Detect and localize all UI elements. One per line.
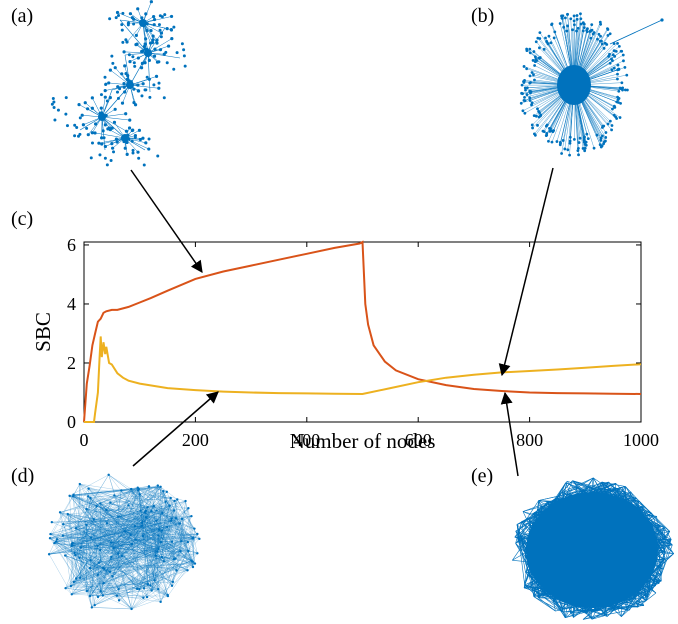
network-star-graph-b	[519, 12, 664, 157]
series-line-2	[84, 336, 642, 423]
arrow-b-to-yellow-curve	[498, 167, 554, 377]
x-axis-label: Number of nodes	[290, 429, 436, 453]
series-layer	[83, 240, 642, 423]
network-random-graph-d	[47, 473, 201, 611]
panel-label-d: (d)	[11, 465, 35, 487]
y-tick-label: 6	[67, 235, 76, 255]
annotation-arrows	[130, 167, 554, 477]
axis-ticks: 0 200 400 600 800 1000 0 2 4 6	[67, 235, 659, 450]
x-tick-label: 200	[182, 430, 209, 450]
network-tree-graph-a	[50, 0, 187, 167]
panel-label-b: (b)	[471, 5, 495, 27]
panel-label-e: (e)	[471, 465, 494, 487]
x-tick-label: 600	[405, 430, 432, 450]
x-tick-label: 400	[293, 430, 320, 450]
arrow-d-to-yellow-curve	[132, 391, 219, 467]
sbc-line-chart: 0 200 400 600 800 1000 0 2 4 6 Number of nodes SB…	[31, 235, 659, 453]
x-tick-label: 1000	[623, 430, 659, 450]
y-tick-label: 0	[67, 412, 76, 432]
y-tick-label: 2	[67, 353, 76, 373]
network-dense-graph-e	[512, 477, 674, 620]
panel-label-a: (a)	[11, 5, 34, 27]
x-tick-label: 800	[516, 430, 543, 450]
panel-label-c: (c)	[11, 208, 34, 230]
arrow-e-to-red-curve	[500, 391, 519, 477]
y-axis-label: SBC	[31, 312, 55, 352]
arrow-a-to-red-curve	[130, 169, 203, 273]
series-line-1	[83, 240, 642, 423]
x-tick-label: 0	[80, 430, 89, 450]
y-tick-label: 4	[67, 294, 76, 314]
